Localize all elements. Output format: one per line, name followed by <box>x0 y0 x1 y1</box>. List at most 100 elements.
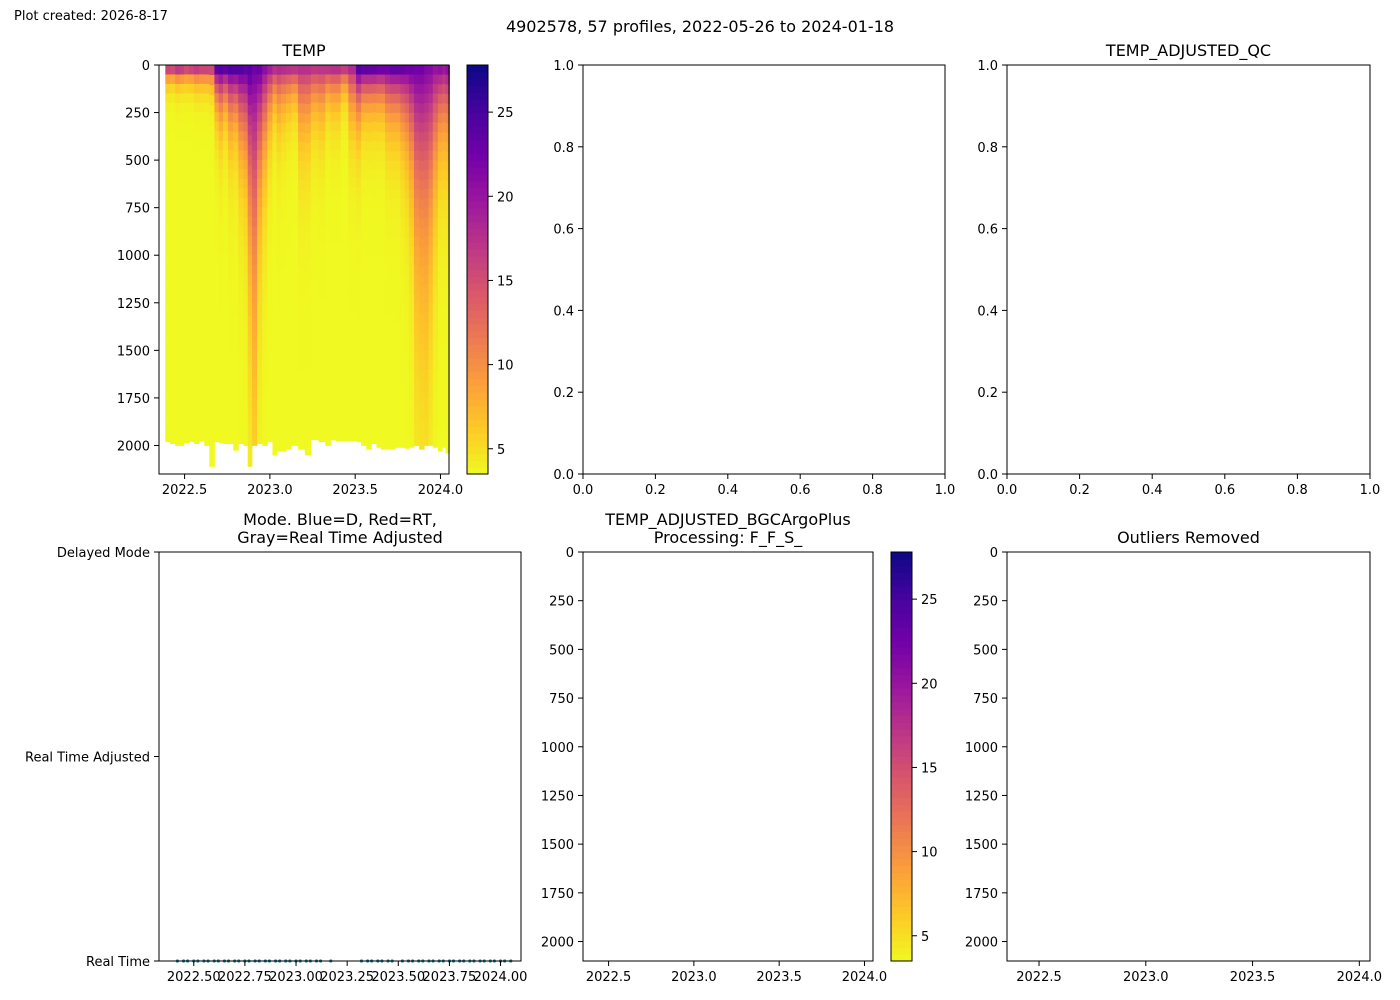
heatmap-cell <box>348 299 357 310</box>
heatmap-cell <box>286 247 292 258</box>
heatmap-cell <box>222 339 229 350</box>
heatmap-cell <box>218 357 224 368</box>
heatmap-cell <box>238 188 244 198</box>
heatmap-cell <box>243 103 249 113</box>
colorbar-segment <box>467 201 488 209</box>
colorbar-segment <box>467 249 488 257</box>
heatmap-cell <box>442 93 446 104</box>
heatmap-cell <box>395 418 401 429</box>
heatmap-cell <box>404 199 410 210</box>
heatmap-cell <box>218 178 224 189</box>
heatmap-cell <box>371 273 377 284</box>
heatmap-cell <box>366 305 372 316</box>
heatmap-cell <box>280 84 287 95</box>
heatmap-cell <box>175 312 180 323</box>
heatmap-cell <box>348 328 357 338</box>
heatmap-cell <box>238 65 244 75</box>
heatmap-cell <box>247 165 253 176</box>
heatmap-cell <box>340 224 349 235</box>
heatmap-cell <box>257 301 263 312</box>
heatmap-cell <box>218 310 224 321</box>
heatmap-cell <box>214 243 220 254</box>
heatmap-cell <box>356 422 362 433</box>
heatmap-cell <box>183 291 190 302</box>
colorbar-segment <box>467 446 488 455</box>
heatmap-cell <box>291 407 299 418</box>
heatmap-column <box>298 65 306 450</box>
x-tick-label: 2022.75 <box>218 970 272 985</box>
heatmap-cell <box>376 256 382 267</box>
colorbar-segment <box>891 913 912 921</box>
colorbar-tick-label: 15 <box>497 274 514 289</box>
heatmap-cell <box>335 356 342 366</box>
heatmap-cell <box>340 393 349 404</box>
colorbar-segment <box>467 467 488 475</box>
heatmap-cell <box>408 418 415 429</box>
heatmap-cell <box>414 217 420 228</box>
heatmap-cell <box>366 372 372 383</box>
heatmap-cell <box>330 111 336 122</box>
heatmap-cell <box>385 430 391 441</box>
heatmap-cell <box>209 456 215 467</box>
heatmap-cell <box>165 206 171 217</box>
heatmap-cell <box>325 255 331 266</box>
heatmap-cell <box>193 367 200 378</box>
heatmap-cell <box>400 103 406 114</box>
heatmap-cell <box>380 65 386 76</box>
heatmap-cell <box>325 359 331 370</box>
heatmap-cell <box>209 396 215 407</box>
heatmap-cell <box>228 102 234 113</box>
heatmap-cell <box>404 419 410 430</box>
heatmap-cell <box>400 284 406 295</box>
heatmap-cell <box>424 150 429 161</box>
heatmap-cell <box>272 65 278 76</box>
heatmap-cell <box>243 236 249 247</box>
x-tick-label: 2023.00 <box>269 970 323 985</box>
heatmap-cell <box>304 211 312 222</box>
heatmap-cell <box>376 103 382 114</box>
heatmap-cell <box>432 227 439 238</box>
heatmap-cell <box>286 439 292 450</box>
heatmap-cell <box>361 255 367 266</box>
heatmap-cell <box>183 187 190 198</box>
heatmap-cell <box>247 426 253 437</box>
heatmap-cell <box>170 150 176 161</box>
heatmap-cell <box>361 321 367 332</box>
heatmap-cell <box>165 196 171 207</box>
heatmap-cell <box>262 245 268 256</box>
heatmap-cell <box>400 227 406 238</box>
heatmap-cell <box>199 290 205 301</box>
heatmap-cell <box>214 432 220 443</box>
heatmap-cell <box>233 286 239 297</box>
heatmap-cell <box>188 65 195 75</box>
heatmap-cell <box>335 158 342 169</box>
heatmap-cell <box>291 274 299 285</box>
heatmap-column <box>432 65 439 448</box>
heatmap-cell <box>209 215 215 226</box>
heatmap-cell <box>376 237 382 248</box>
heatmap-cell <box>442 294 446 305</box>
heatmap-cell <box>380 372 386 383</box>
colorbar-tick-label: 5 <box>497 443 505 458</box>
heatmap-cell <box>442 84 446 95</box>
heatmap-cell <box>304 367 312 378</box>
heatmap-column <box>218 65 224 444</box>
heatmap-cell <box>414 369 420 380</box>
heatmap-cell <box>228 292 234 302</box>
x-tick-label: 2023.0 <box>1123 970 1169 985</box>
heatmap-cell <box>247 155 253 166</box>
heatmap-cell <box>280 132 287 143</box>
heatmap-cell <box>170 102 176 113</box>
heatmap-cell <box>251 321 258 332</box>
heatmap-cell <box>428 179 434 190</box>
heatmap-column <box>276 65 282 452</box>
heatmap-cell <box>257 169 263 179</box>
heatmap-cell <box>400 122 406 133</box>
heatmap-cell <box>445 307 450 318</box>
colorbar-segment <box>467 412 488 420</box>
heatmap-cell <box>243 264 249 275</box>
heatmap-cell <box>280 364 287 375</box>
heatmap-cell <box>356 187 362 198</box>
heatmap-cell <box>272 133 278 144</box>
heatmap-cell <box>204 141 210 151</box>
